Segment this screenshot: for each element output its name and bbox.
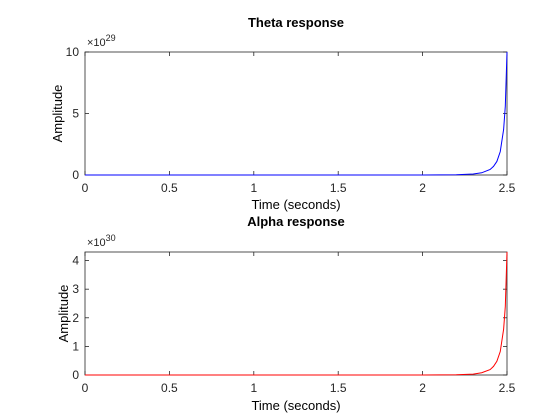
alpha-xtick-label: 1.5	[330, 381, 347, 395]
alpha-ytick-label: 0	[72, 368, 79, 382]
theta-xtick-label: 0.5	[161, 181, 178, 195]
theta-title: Theta response	[248, 15, 344, 30]
alpha-ylabel: Amplitude	[56, 285, 71, 343]
alpha-xtick-label: 2	[419, 381, 426, 395]
theta-xtick-label: 1	[250, 181, 257, 195]
alpha-xtick-label: 0	[82, 381, 89, 395]
alpha-xtick-label: 1	[250, 381, 257, 395]
alpha-axes-box	[84, 251, 508, 376]
theta-exponent-base: ×10	[87, 37, 106, 49]
theta-exponent-label: ×1029	[87, 33, 116, 49]
theta-exponent-power: 29	[106, 33, 116, 43]
theta-xtick-label: 1.5	[330, 181, 347, 195]
theta-xtick-label: 0	[82, 181, 89, 195]
alpha-xtick-label: 0.5	[161, 381, 178, 395]
theta-ytick-label: 5	[72, 107, 79, 121]
theta-series-line	[85, 51, 508, 176]
theta-ytick-label: 0	[72, 168, 79, 182]
alpha-ytick-label: 1	[72, 339, 79, 353]
theta-axes-box	[84, 51, 508, 176]
alpha-subplot: Alpha response ×1030 0 0.5 1 1.5 2 2.5 0…	[56, 214, 516, 413]
theta-ylabel: Amplitude	[50, 85, 65, 143]
alpha-ytick-label: 4	[72, 254, 79, 268]
alpha-exponent-power: 30	[106, 233, 116, 243]
alpha-title: Alpha response	[247, 214, 345, 229]
alpha-xlabel: Time (seconds)	[251, 398, 340, 413]
alpha-ytick-label: 3	[72, 282, 79, 296]
alpha-xtick-label: 2.5	[499, 381, 516, 395]
theta-ytick-label: 10	[66, 45, 80, 59]
theta-xtick-label: 2.5	[499, 181, 516, 195]
alpha-series-line	[85, 251, 508, 376]
alpha-ytick-label: 2	[72, 311, 79, 325]
alpha-exponent-base: ×10	[87, 237, 106, 249]
theta-subplot: Theta response ×1029 0 0.5 1 1.5 2 2.5 0…	[50, 15, 516, 212]
theta-xtick-label: 2	[419, 181, 426, 195]
alpha-exponent-label: ×1030	[87, 233, 116, 249]
theta-xlabel: Time (seconds)	[251, 197, 340, 212]
